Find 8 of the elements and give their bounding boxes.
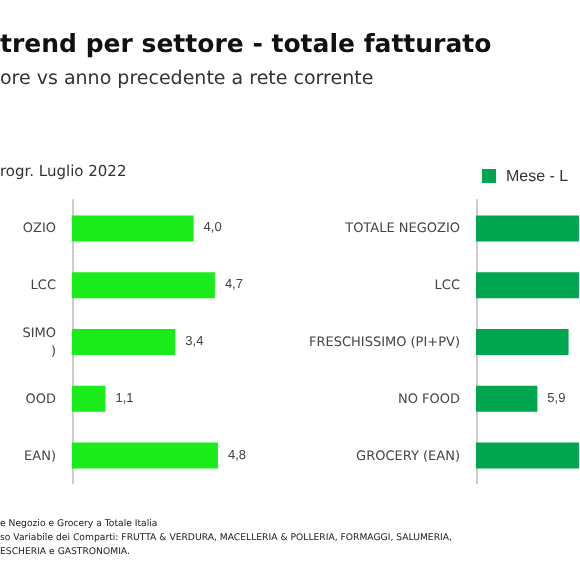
bar <box>72 385 106 412</box>
bar <box>72 329 176 355</box>
chart-subtitle: ore vs anno precedente a rete corrente <box>0 68 374 90</box>
chart-title: trend per settore - totale fatturato <box>0 28 492 58</box>
bar <box>72 272 215 299</box>
bar <box>72 442 218 469</box>
bar <box>72 215 194 242</box>
legend-label: Mese - L <box>506 167 570 185</box>
